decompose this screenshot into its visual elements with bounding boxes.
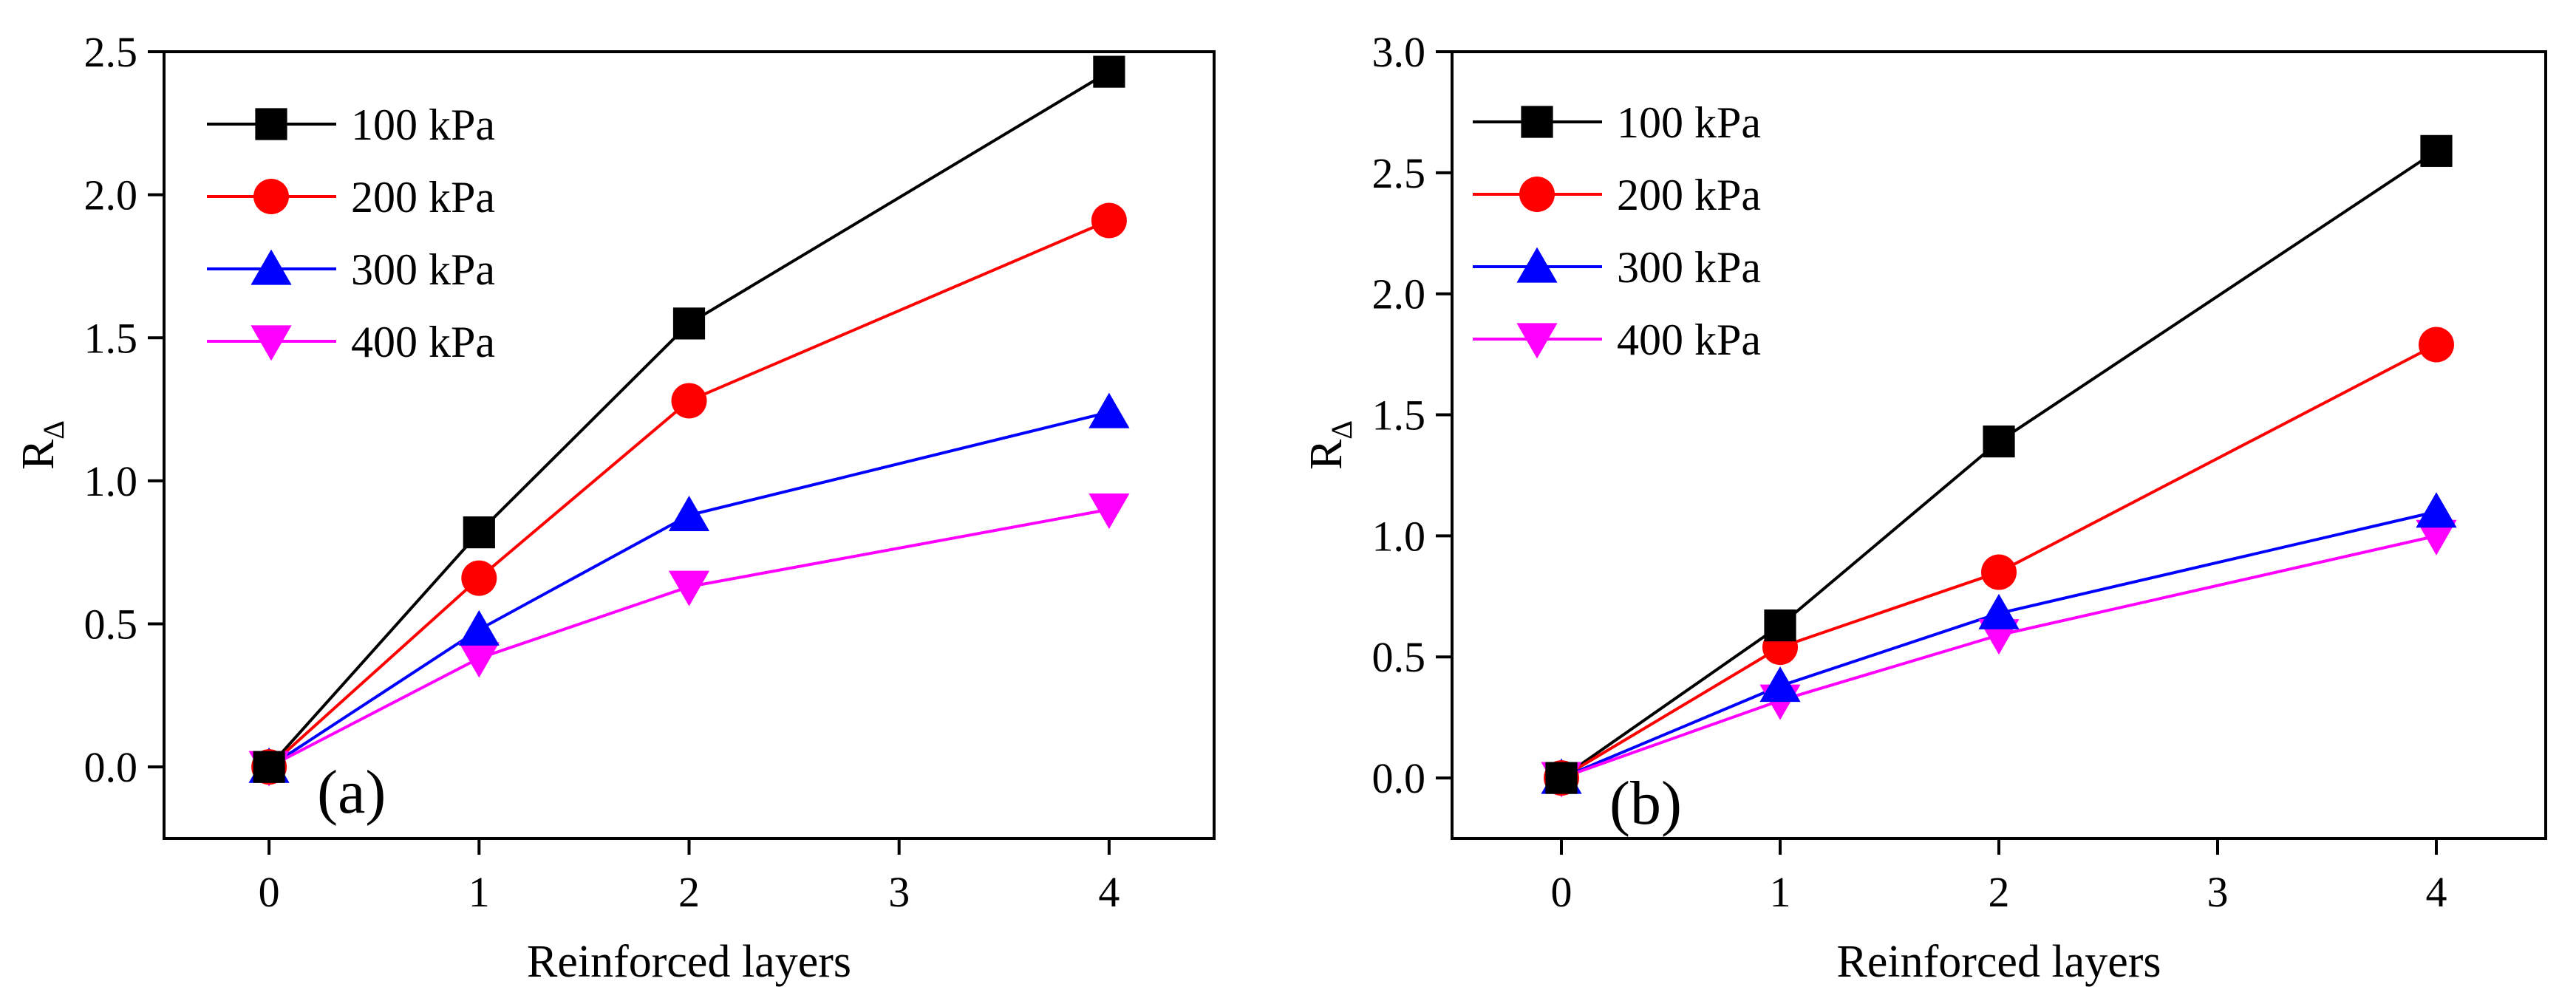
y-tick-label: 0.0 <box>84 743 138 791</box>
legend-marker <box>1516 323 1558 359</box>
series-line <box>1561 534 2437 779</box>
y-tick-label: 2.0 <box>1372 270 1426 318</box>
y-tick-label: 0.5 <box>84 601 138 649</box>
legend-marker <box>251 325 292 361</box>
data-point <box>461 560 497 596</box>
y-tick-label: 2.5 <box>84 28 138 76</box>
data-point <box>1088 493 1130 530</box>
x-tick-label: 3 <box>2207 868 2229 916</box>
data-point <box>672 307 706 340</box>
y-axis-title: RΔ <box>13 420 70 470</box>
legend-marker <box>1521 106 1553 138</box>
legend-label: 200 kPa <box>1617 171 1761 219</box>
series-line <box>1561 510 2437 779</box>
x-tick-label: 3 <box>888 868 910 916</box>
legend-label: 200 kPa <box>351 173 495 222</box>
data-point <box>2420 134 2453 167</box>
x-tick-label: 2 <box>1989 868 2010 916</box>
data-point <box>458 609 500 646</box>
data-point <box>463 516 495 549</box>
legend-marker <box>1516 247 1558 283</box>
legend-marker <box>1519 177 1555 212</box>
legend-label: 300 kPa <box>1617 243 1761 292</box>
series-line <box>268 508 1110 768</box>
legend-label: 100 kPa <box>351 100 495 149</box>
data-point <box>1983 425 2015 458</box>
series-line <box>1560 149 2438 779</box>
legend-label: 400 kPa <box>1617 315 1761 364</box>
legend-label: 100 kPa <box>1617 98 1761 147</box>
y-axis-subscript: Δ <box>1325 420 1358 440</box>
panel-label: (a) <box>317 758 386 827</box>
x-axis-title: Reinforced layers <box>527 937 851 987</box>
x-tick-label: 0 <box>259 868 280 916</box>
y-tick-label: 1.0 <box>1372 512 1426 560</box>
chart-panel-b: 0 1 2 3 4 0.0 0.5 1.0 1.5 2.0 2.5 3.0 Reinforced lay… <box>1301 28 2547 987</box>
data-point <box>668 495 710 531</box>
data-point <box>1093 55 1125 88</box>
series-line <box>268 411 1110 768</box>
data-point <box>1981 554 2017 590</box>
legend-label: 400 kPa <box>351 318 495 366</box>
data-point <box>1759 666 1801 703</box>
y-axis-subscript: Δ <box>37 420 70 440</box>
y-tick-label: 1.5 <box>1372 392 1426 440</box>
panel-label: (b) <box>1609 769 1682 838</box>
x-tick-label: 0 <box>1551 868 1572 916</box>
y-tick-label: 2.5 <box>1372 149 1426 197</box>
y-tick-label: 0.5 <box>1372 633 1426 681</box>
series-line <box>268 219 1110 768</box>
y-tick-label: 3.0 <box>1372 28 1426 76</box>
data-point <box>1091 202 1127 239</box>
y-tick-label: 1.5 <box>84 314 138 362</box>
data-point <box>671 383 707 419</box>
data-point <box>1978 593 2020 629</box>
x-tick-label: 4 <box>1098 868 1120 916</box>
y-tick-label: 1.0 <box>84 457 138 505</box>
x-tick-label: 4 <box>2426 868 2447 916</box>
chart-panel-a: 0 1 2 3 4 0.0 0.5 1.0 1.5 2.0 2.5 Reinforced layers… <box>13 28 1216 987</box>
data-point <box>2416 519 2457 556</box>
y-tick-label: 0.0 <box>1372 754 1426 802</box>
data-point <box>253 751 285 783</box>
series-line <box>1560 343 2437 779</box>
data-point <box>668 570 710 607</box>
x-tick-label: 1 <box>1770 868 1791 916</box>
x-axis-title: Reinforced layers <box>1837 937 2161 987</box>
data-point <box>458 642 500 678</box>
legend-marker <box>253 179 289 214</box>
legend-label: 300 kPa <box>351 245 495 294</box>
data-point <box>2416 492 2457 528</box>
x-tick-label: 2 <box>678 868 700 916</box>
data-point <box>2419 327 2454 363</box>
x-tick-label: 1 <box>468 868 490 916</box>
y-axis-title: RΔ <box>1301 420 1358 470</box>
data-point <box>1545 762 1578 794</box>
legend-marker <box>255 108 287 140</box>
legend-marker <box>251 249 292 285</box>
data-point <box>1088 392 1130 428</box>
y-tick-label: 2.0 <box>84 171 138 219</box>
series-line <box>268 70 1110 768</box>
data-point <box>1764 609 1796 642</box>
